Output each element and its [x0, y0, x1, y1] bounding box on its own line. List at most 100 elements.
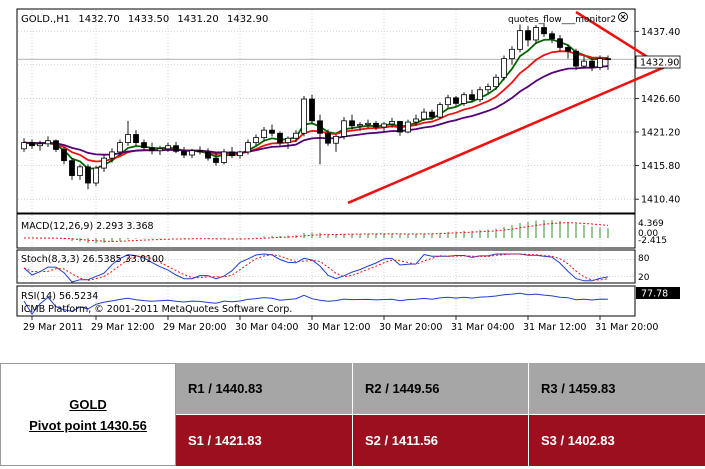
candle-body	[77, 166, 83, 176]
candle-body	[493, 76, 499, 88]
candle-body	[189, 150, 195, 156]
indicator-lines	[18, 220, 634, 315]
candle-body	[501, 58, 507, 78]
open-value: 1432.70	[78, 14, 119, 25]
candle-body	[389, 121, 395, 125]
candle-body	[517, 30, 523, 50]
candle-body	[37, 143, 43, 147]
candle-body	[605, 58, 611, 61]
candle	[165, 142, 171, 152]
candle-body	[333, 135, 339, 144]
candle	[21, 138, 27, 152]
candle	[445, 94, 451, 109]
candle-body	[477, 89, 483, 101]
candle-body	[157, 148, 163, 152]
price-tick-label: 1410.40	[641, 195, 680, 206]
close-value: 1432.90	[227, 14, 268, 25]
time-tick-label: 31 Mar 04:00	[451, 322, 514, 333]
candle-body	[69, 160, 75, 176]
copyright-text: ICMB Platform, © 2001-2011 MetaQuotes So…	[21, 304, 292, 315]
candle	[197, 146, 203, 155]
low-value: 1431.20	[177, 14, 218, 25]
close-indicator-icon[interactable]	[618, 12, 628, 22]
candle-body	[125, 134, 131, 143]
time-axis: 29 Mar 2011 29 Mar 12:00 29 Mar 20:00 30 Ma…	[23, 316, 658, 333]
candle	[565, 44, 571, 59]
candle-body	[277, 132, 283, 143]
candle-body	[325, 132, 331, 144]
candle	[157, 145, 163, 156]
pivot-symbol: GOLD	[69, 396, 107, 412]
candlesticks	[21, 22, 611, 190]
candle	[469, 89, 475, 103]
candle	[261, 127, 267, 141]
candle-body	[21, 142, 27, 150]
candle	[597, 55, 603, 70]
candle	[581, 56, 587, 69]
chart-header: GOLD.,H1 1432.70 1433.50 1431.20 1432.90	[21, 14, 268, 25]
candle-body	[485, 86, 491, 91]
candle	[77, 164, 83, 180]
candle	[309, 94, 315, 124]
candle	[453, 95, 459, 106]
candle	[213, 153, 219, 166]
support-s1: S1 / 1421.83	[176, 415, 353, 466]
candle-body	[221, 151, 227, 163]
candle	[517, 24, 523, 53]
candle-body	[309, 98, 315, 122]
candle	[253, 134, 259, 146]
candle-body	[525, 30, 531, 41]
stoch-label: Stoch(8,3,3) 26.5385 33.0100	[21, 254, 164, 265]
macd-pane	[16, 213, 636, 249]
candle-body	[45, 140, 51, 145]
pivot-point-label: Pivot point 1430.56	[29, 417, 147, 433]
candle	[229, 146, 235, 159]
candle-body	[61, 149, 67, 162]
candle-body	[381, 123, 387, 128]
candle-body	[437, 104, 443, 118]
candle-body	[253, 137, 259, 143]
candle	[573, 48, 579, 70]
candle	[485, 83, 491, 94]
candle-body	[285, 137, 291, 143]
candle-body	[357, 124, 363, 127]
trendline	[347, 66, 665, 205]
pivot-table: GOLD Pivot point 1430.56 R1 / 1440.83 R2…	[0, 363, 705, 466]
candle	[69, 158, 75, 180]
candle-body	[165, 145, 171, 150]
candle	[493, 74, 499, 90]
price-tick-label: 1437.40	[641, 27, 680, 38]
candle	[29, 139, 35, 149]
candle	[549, 31, 555, 44]
candle	[509, 46, 515, 65]
candle	[117, 139, 123, 156]
candle	[317, 114, 323, 165]
chart-grid	[18, 10, 634, 315]
moving-average-line	[23, 65, 609, 156]
macd-axis-top: 4.369	[638, 219, 664, 229]
macd-signal-line	[24, 222, 609, 242]
macd-axis-mid: 0.00	[638, 229, 658, 239]
candle-body	[293, 132, 299, 139]
candle-body	[197, 150, 203, 153]
candle	[285, 136, 291, 149]
candle-body	[453, 97, 459, 104]
candle	[85, 164, 91, 190]
candle	[421, 108, 427, 121]
candle	[45, 136, 51, 147]
candle-body	[429, 111, 435, 118]
candle-body	[29, 142, 35, 147]
candle-body	[101, 157, 107, 169]
stoch-pane	[16, 249, 636, 284]
candle-body	[261, 129, 267, 139]
candle-body	[53, 140, 59, 150]
time-tick-label: 29 Mar 20:00	[163, 322, 226, 333]
price-chart: GOLD.,H1 1432.70 1433.50 1431.20 1432.90…	[16, 8, 681, 333]
candle-body	[117, 142, 123, 153]
candle-body	[237, 151, 243, 157]
candle	[429, 109, 435, 120]
candle-body	[397, 121, 403, 133]
support-s3: S3 / 1402.83	[529, 415, 705, 466]
candle	[365, 119, 371, 129]
candle	[237, 150, 243, 159]
